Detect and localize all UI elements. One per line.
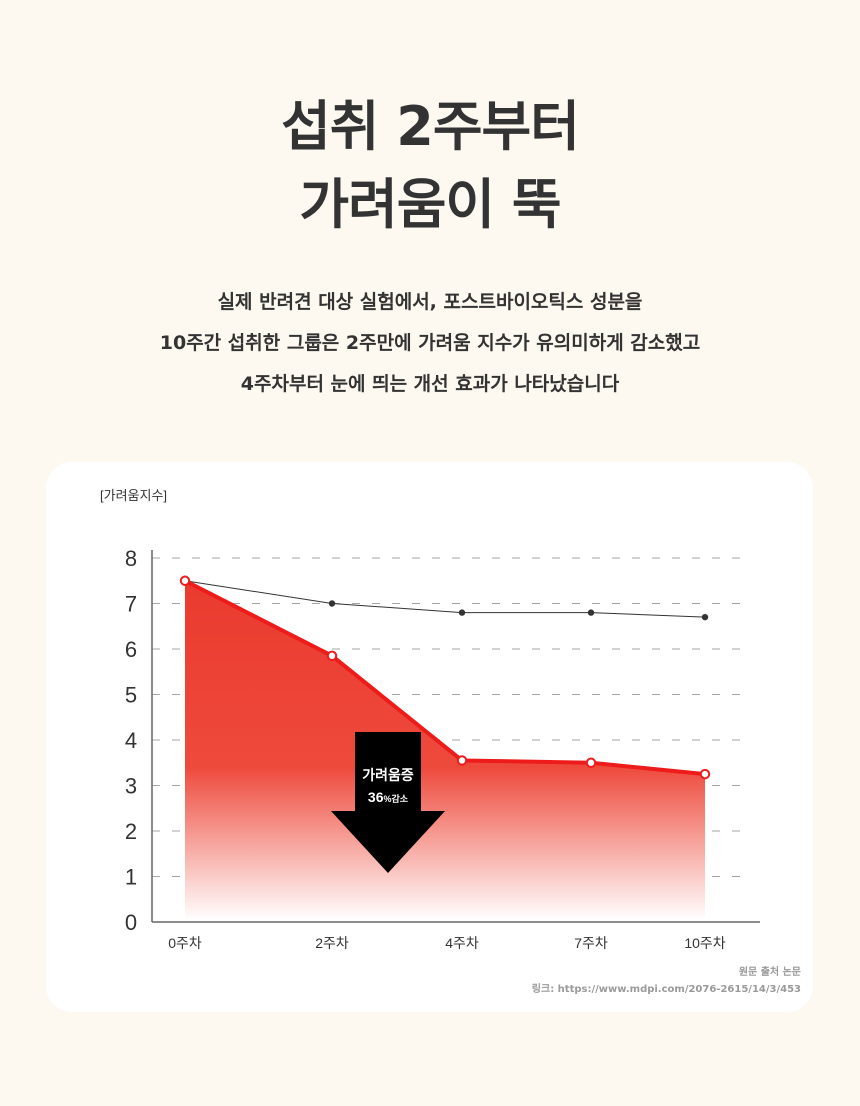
annotation-percent: 36 [368, 789, 384, 805]
data-point-reference [458, 609, 466, 616]
annotation-label: 가려움증 [362, 767, 414, 783]
y-tick-label: 6 [125, 637, 137, 662]
subtitle-line-2: 10주간 섭취한 그룹은 2주만에 가려움 지수가 유의미하게 감소했고 [159, 332, 701, 354]
x-tick-label: 2주차 [315, 935, 349, 951]
data-point-reference [328, 600, 336, 607]
y-tick-label: 3 [125, 774, 137, 799]
source-link[interactable]: 링크: https://www.mdpi.com/2076-2615/14/3/… [531, 984, 801, 995]
page-subtitle: 실제 반려견 대상 실험에서, 포스트바이오틱스 성분을 10주간 섭취한 그룹… [0, 282, 860, 405]
data-point-reference [701, 613, 709, 621]
page-title: 섭취 2주부터 가려움이 뚝 [0, 88, 860, 244]
data-point-main [179, 575, 191, 586]
y-tick-label: 5 [125, 683, 137, 708]
title-line-2: 가려움이 뚝 [299, 173, 561, 236]
y-tick-label: 1 [125, 865, 137, 890]
x-tick-label: 0주차 [168, 935, 202, 951]
data-point-main [456, 755, 468, 766]
y-tick-label: 4 [125, 728, 137, 753]
x-tick-label: 4주차 [445, 935, 479, 951]
title-line-1: 섭취 2주부터 [281, 95, 580, 158]
source-label: 원문 출처 논문 [738, 967, 801, 978]
data-point-main [326, 650, 338, 662]
annotation-suffix: %감소 [384, 793, 409, 804]
y-tick-label: 2 [125, 819, 137, 844]
subtitle-line-3: 4주차부터 눈에 띄는 개선 효과가 나타났습니다 [240, 373, 620, 395]
annotation-value: 36%감소 [368, 789, 409, 805]
data-point-main [585, 757, 597, 768]
series-area [185, 580, 705, 920]
decrease-arrow [331, 732, 445, 873]
x-tick-label: 10주차 [684, 935, 725, 951]
y-tick-label: 7 [125, 592, 137, 617]
subtitle-line-1: 실제 반려견 대상 실험에서, 포스트바이오틱스 성분을 [217, 291, 643, 313]
data-point-main [699, 768, 711, 780]
y-axis-label: [가려움지수] [100, 488, 167, 503]
data-point-reference [587, 609, 595, 616]
series-line-reference [184, 580, 706, 618]
y-tick-label: 0 [125, 910, 137, 935]
source-note: 원문 출처 논문 링크: https://www.mdpi.com/2076-2… [532, 964, 801, 998]
x-tick-label: 7주차 [574, 935, 608, 951]
y-tick-label: 8 [125, 546, 137, 571]
